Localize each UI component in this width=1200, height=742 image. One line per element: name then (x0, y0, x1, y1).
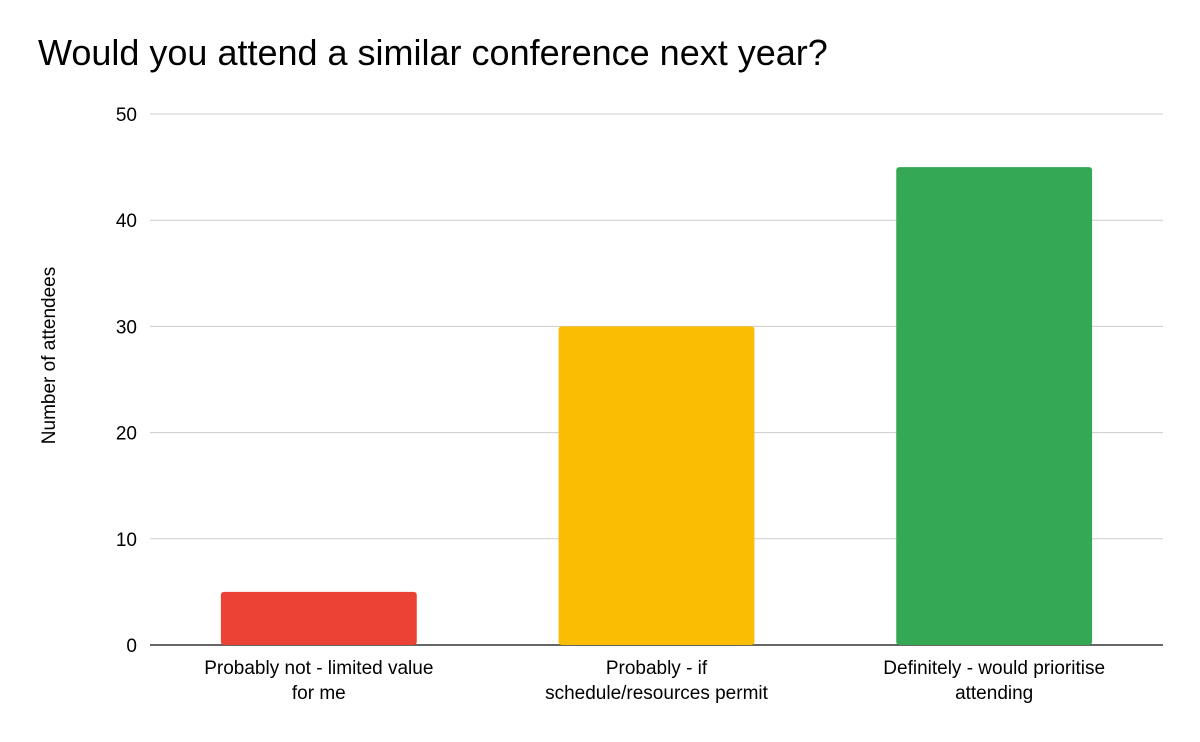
y-axis-label: Number of attendees (39, 267, 60, 444)
chart-title: Would you attend a similar conference ne… (38, 32, 828, 73)
y-tick-label: 50 (116, 105, 137, 126)
x-tick-label-line: Probably not - limited value (204, 658, 433, 679)
bar (558, 326, 755, 645)
bar (220, 591, 417, 645)
x-tick-label-line: Probably - if (606, 658, 708, 679)
y-tick-label: 20 (116, 424, 137, 445)
x-tick-label-line: schedule/resources permit (545, 683, 769, 704)
y-tick-label: 40 (116, 211, 137, 232)
y-tick-label: 0 (126, 636, 137, 657)
x-tick-label-line: Definitely - would prioritise (883, 658, 1105, 679)
x-tick-label: Probably - if schedule/resources permit (545, 658, 769, 704)
x-tick-label: Probably not - limited value for me (204, 658, 433, 704)
x-tick-label-line: attending (955, 683, 1033, 704)
y-tick-label: 30 (116, 317, 137, 338)
x-tick-label-line: for me (292, 683, 346, 704)
bar (896, 167, 1093, 645)
x-tick-label: Definitely - would prioritise attending (883, 658, 1105, 704)
y-tick-label: 10 (116, 530, 137, 551)
